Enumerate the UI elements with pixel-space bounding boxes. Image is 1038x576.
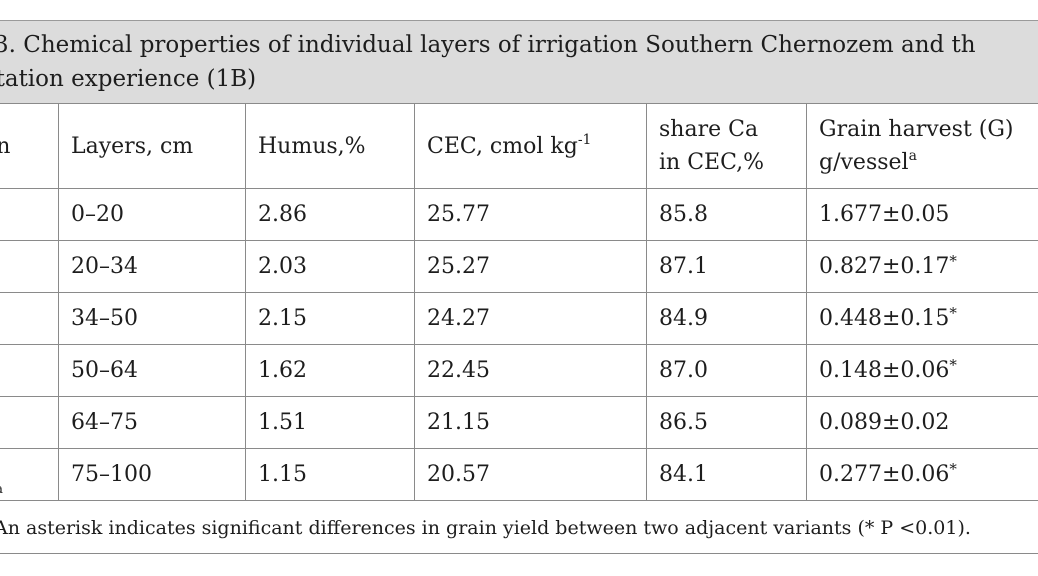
table-row: ra 75–100 1.15 20.57 84.1 0.277±0.06* xyxy=(0,448,1038,501)
cell-humus: 1.51 xyxy=(245,396,415,449)
cell-layer: 64–75 xyxy=(58,396,246,449)
cell-layer: 0–20 xyxy=(58,188,246,241)
table-footnote: An asterisk indicates significant differ… xyxy=(0,517,971,539)
table-row: 34–50 2.15 24.27 84.9 0.448±0.15* xyxy=(0,292,1038,345)
cell-grain: 0.827±0.17* xyxy=(806,240,1038,293)
cell-cec: 25.27 xyxy=(414,240,647,293)
cell-horizon xyxy=(0,240,59,293)
cell-cec: 25.77 xyxy=(414,188,647,241)
cell-horizon: ra xyxy=(0,448,59,501)
bottom-rule xyxy=(0,553,1038,554)
cell-cec: 20.57 xyxy=(414,448,647,501)
cell-share-ca: 85.8 xyxy=(646,188,807,241)
header-horizon: on xyxy=(0,103,59,189)
cell-grain: 1.677±0.05 xyxy=(806,188,1038,241)
cell-share-ca: 86.5 xyxy=(646,396,807,449)
table-header-row: on Layers, cm Humus,% CEC, cmol kg-1 sha… xyxy=(0,103,1038,189)
header-share-ca: share Ca in CEC,% xyxy=(646,103,807,189)
cell-cec: 21.15 xyxy=(414,396,647,449)
cell-humus: 1.15 xyxy=(245,448,415,501)
header-cec-superscript: -1 xyxy=(577,131,592,148)
table-row: 20–34 2.03 25.27 87.1 0.827±0.17* xyxy=(0,240,1038,293)
table-row: 0–20 2.86 25.77 85.8 1.677±0.05 xyxy=(0,188,1038,241)
cell-layer: 75–100 xyxy=(58,448,246,501)
significance-mark: * xyxy=(949,356,957,374)
table-row: 64–75 1.51 21.15 86.5 0.089±0.02 xyxy=(0,396,1038,449)
cell-share-ca: 84.9 xyxy=(646,292,807,345)
cell-grain: 0.148±0.06* xyxy=(806,344,1038,397)
cell-grain: 0.448±0.15* xyxy=(806,292,1038,345)
cell-humus: 2.03 xyxy=(245,240,415,293)
header-humus: Humus,% xyxy=(245,103,415,189)
caption-band xyxy=(0,20,1038,104)
cell-horizon xyxy=(0,292,59,345)
table-caption-line-2: etation experience (1B) xyxy=(0,66,257,92)
cell-cec: 22.45 xyxy=(414,344,647,397)
cell-share-ca: 87.0 xyxy=(646,344,807,397)
soil-properties-table: on Layers, cm Humus,% CEC, cmol kg-1 sha… xyxy=(0,103,1038,501)
header-layers: Layers, cm xyxy=(58,103,246,189)
cell-share-ca: 87.1 xyxy=(646,240,807,293)
cell-share-ca: 84.1 xyxy=(646,448,807,501)
cell-humus: 2.15 xyxy=(245,292,415,345)
significance-mark: * xyxy=(949,304,957,322)
significance-mark: * xyxy=(949,460,957,478)
table-row: 50–64 1.62 22.45 87.0 0.148±0.06* xyxy=(0,344,1038,397)
cell-horizon xyxy=(0,188,59,241)
header-grain-superscript: a xyxy=(908,148,917,164)
cell-horizon xyxy=(0,344,59,397)
cell-grain: 0.089±0.02 xyxy=(806,396,1038,449)
cell-horizon xyxy=(0,396,59,449)
cell-layer: 20–34 xyxy=(58,240,246,293)
cell-humus: 1.62 xyxy=(245,344,415,397)
table-caption-line-1: 3. Chemical properties of individual lay… xyxy=(0,32,976,58)
header-cec: CEC, cmol kg-1 xyxy=(414,103,647,189)
cell-humus: 2.86 xyxy=(245,188,415,241)
cell-cec: 24.27 xyxy=(414,292,647,345)
cell-grain: 0.277±0.06* xyxy=(806,448,1038,501)
cell-layer: 34–50 xyxy=(58,292,246,345)
cell-layer: 50–64 xyxy=(58,344,246,397)
significance-mark: * xyxy=(949,252,957,270)
header-grain-harvest: Grain harvest (G) g/vessela xyxy=(806,103,1038,189)
